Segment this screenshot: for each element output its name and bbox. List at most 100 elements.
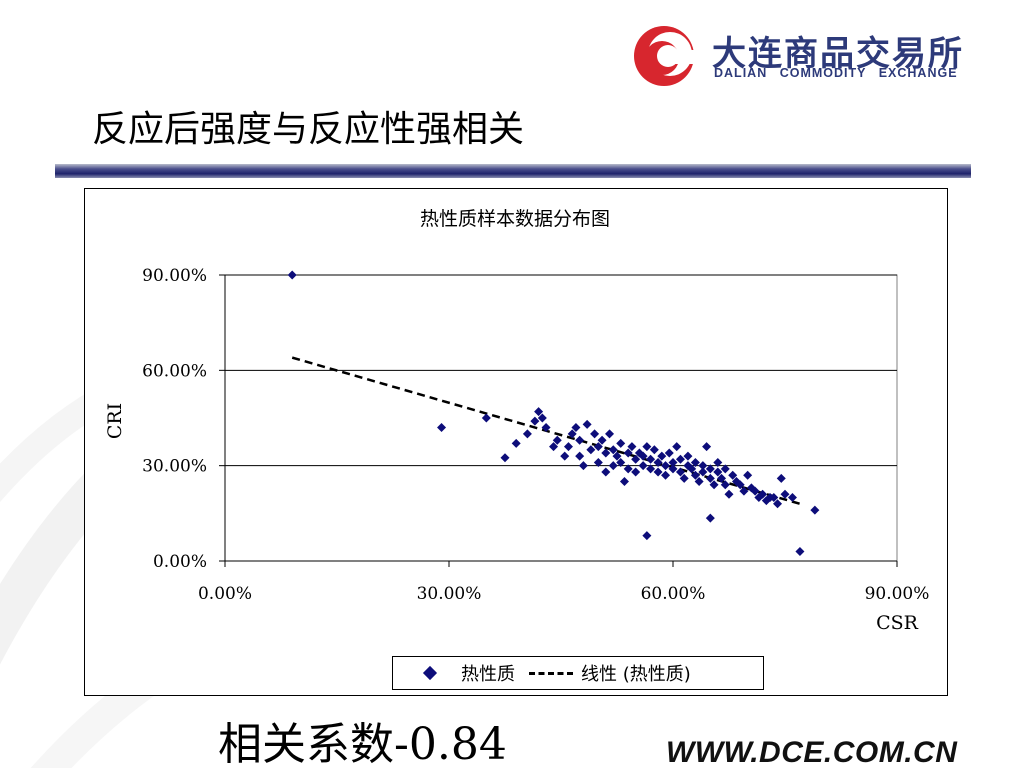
data-point <box>597 435 607 445</box>
data-point <box>575 435 585 445</box>
data-point <box>657 451 667 461</box>
data-point <box>649 445 659 455</box>
data-point <box>780 489 790 499</box>
logo-english-name: DALIAN COMMODITY EXCHANGE <box>714 66 958 80</box>
data-point <box>608 461 618 471</box>
data-point <box>552 435 562 445</box>
data-point <box>631 467 641 477</box>
data-point <box>724 489 734 499</box>
data-point <box>549 442 559 452</box>
data-point <box>638 461 648 471</box>
x-axis-label: CSR <box>876 612 919 634</box>
chart-frame: 热性质样本数据分布图 0.00% 30.00% 60.00% 90.00% 0.00% 3… <box>84 188 948 696</box>
data-point <box>601 467 611 477</box>
data-point <box>582 419 592 429</box>
y-axis-label: CRI <box>104 403 126 439</box>
data-point <box>668 464 678 474</box>
data-point <box>728 470 738 480</box>
data-point <box>705 473 715 483</box>
data-point <box>769 492 779 502</box>
data-point <box>530 416 540 426</box>
data-point <box>705 464 715 474</box>
data-point <box>661 470 671 480</box>
data-point <box>563 442 573 452</box>
data-point <box>646 454 656 464</box>
data-point <box>739 486 749 496</box>
data-point <box>560 451 570 461</box>
data-point <box>694 477 704 487</box>
data-point <box>705 513 715 523</box>
data-point <box>690 457 700 467</box>
data-point <box>646 464 656 474</box>
data-point <box>758 489 768 499</box>
data-point <box>623 448 633 458</box>
y-tick-label: 60.00% <box>142 361 207 381</box>
data-point <box>672 442 682 452</box>
x-tick-label: 90.00% <box>865 584 930 604</box>
data-point <box>642 442 652 452</box>
data-point <box>619 477 629 487</box>
data-point <box>522 429 532 439</box>
dce-logo: 大连商品交易所 DALIAN COMMODITY EXCHANGE <box>620 20 1000 90</box>
footer-website: WWW.DCE.COM.CN <box>666 736 958 769</box>
x-tick-label: 60.00% <box>641 584 706 604</box>
data-point <box>720 464 730 474</box>
y-tick-label: 0.00% <box>153 552 207 572</box>
data-point <box>534 407 544 417</box>
data-point <box>593 457 603 467</box>
data-point <box>612 451 622 461</box>
chart-title: 热性质样本数据分布图 <box>420 208 610 230</box>
data-point <box>541 423 551 433</box>
dce-emblem-icon <box>634 26 704 86</box>
data-point <box>698 467 708 477</box>
data-point <box>679 473 689 483</box>
data-point <box>605 429 615 439</box>
correlation-caption: 相关系数-0.84 <box>218 719 507 770</box>
title-divider <box>55 164 971 178</box>
legend-series-label: 热性质 <box>461 664 515 685</box>
data-point <box>698 461 708 471</box>
legend-diamond-marker-icon <box>422 665 438 681</box>
data-point <box>287 270 297 280</box>
data-point <box>750 486 760 496</box>
data-point <box>590 429 600 439</box>
data-point <box>713 467 723 477</box>
data-point <box>616 438 626 448</box>
data-point <box>481 413 491 423</box>
legend-trend-label: 线性 (热性质) <box>581 664 691 685</box>
data-point <box>735 480 745 490</box>
scatter-chart: 热性质样本数据分布图 0.00% 30.00% 60.00% 90.00% 0.00% 3… <box>104 208 930 634</box>
y-tick-label: 30.00% <box>142 457 207 477</box>
x-tick-label: 30.00% <box>417 584 482 604</box>
data-point <box>743 470 753 480</box>
data-point <box>623 464 633 474</box>
chart-legend: 热性质 线性 (热性质) <box>392 656 764 690</box>
data-point <box>675 454 685 464</box>
data-point <box>810 505 820 515</box>
data-point <box>586 445 596 455</box>
data-point <box>717 473 727 483</box>
data-point <box>627 442 637 452</box>
data-point <box>690 470 700 480</box>
data-point <box>683 451 693 461</box>
data-point <box>511 438 521 448</box>
data-point <box>653 467 663 477</box>
plot-area <box>224 274 898 562</box>
logo-chinese-name: 大连商品交易所 <box>712 34 964 74</box>
data-point <box>638 451 648 461</box>
data-point <box>571 423 581 433</box>
data-point <box>601 448 611 458</box>
data-point <box>787 492 797 502</box>
data-point <box>795 546 805 556</box>
data-point <box>631 454 641 464</box>
data-point <box>537 413 547 423</box>
legend-dashed-line-icon <box>529 671 573 675</box>
data-point <box>642 531 652 541</box>
data-point <box>773 499 783 509</box>
data-point <box>776 473 786 483</box>
data-point <box>709 480 719 490</box>
data-point <box>687 464 697 474</box>
data-point <box>593 442 603 452</box>
data-point <box>500 453 510 463</box>
data-point <box>675 467 685 477</box>
